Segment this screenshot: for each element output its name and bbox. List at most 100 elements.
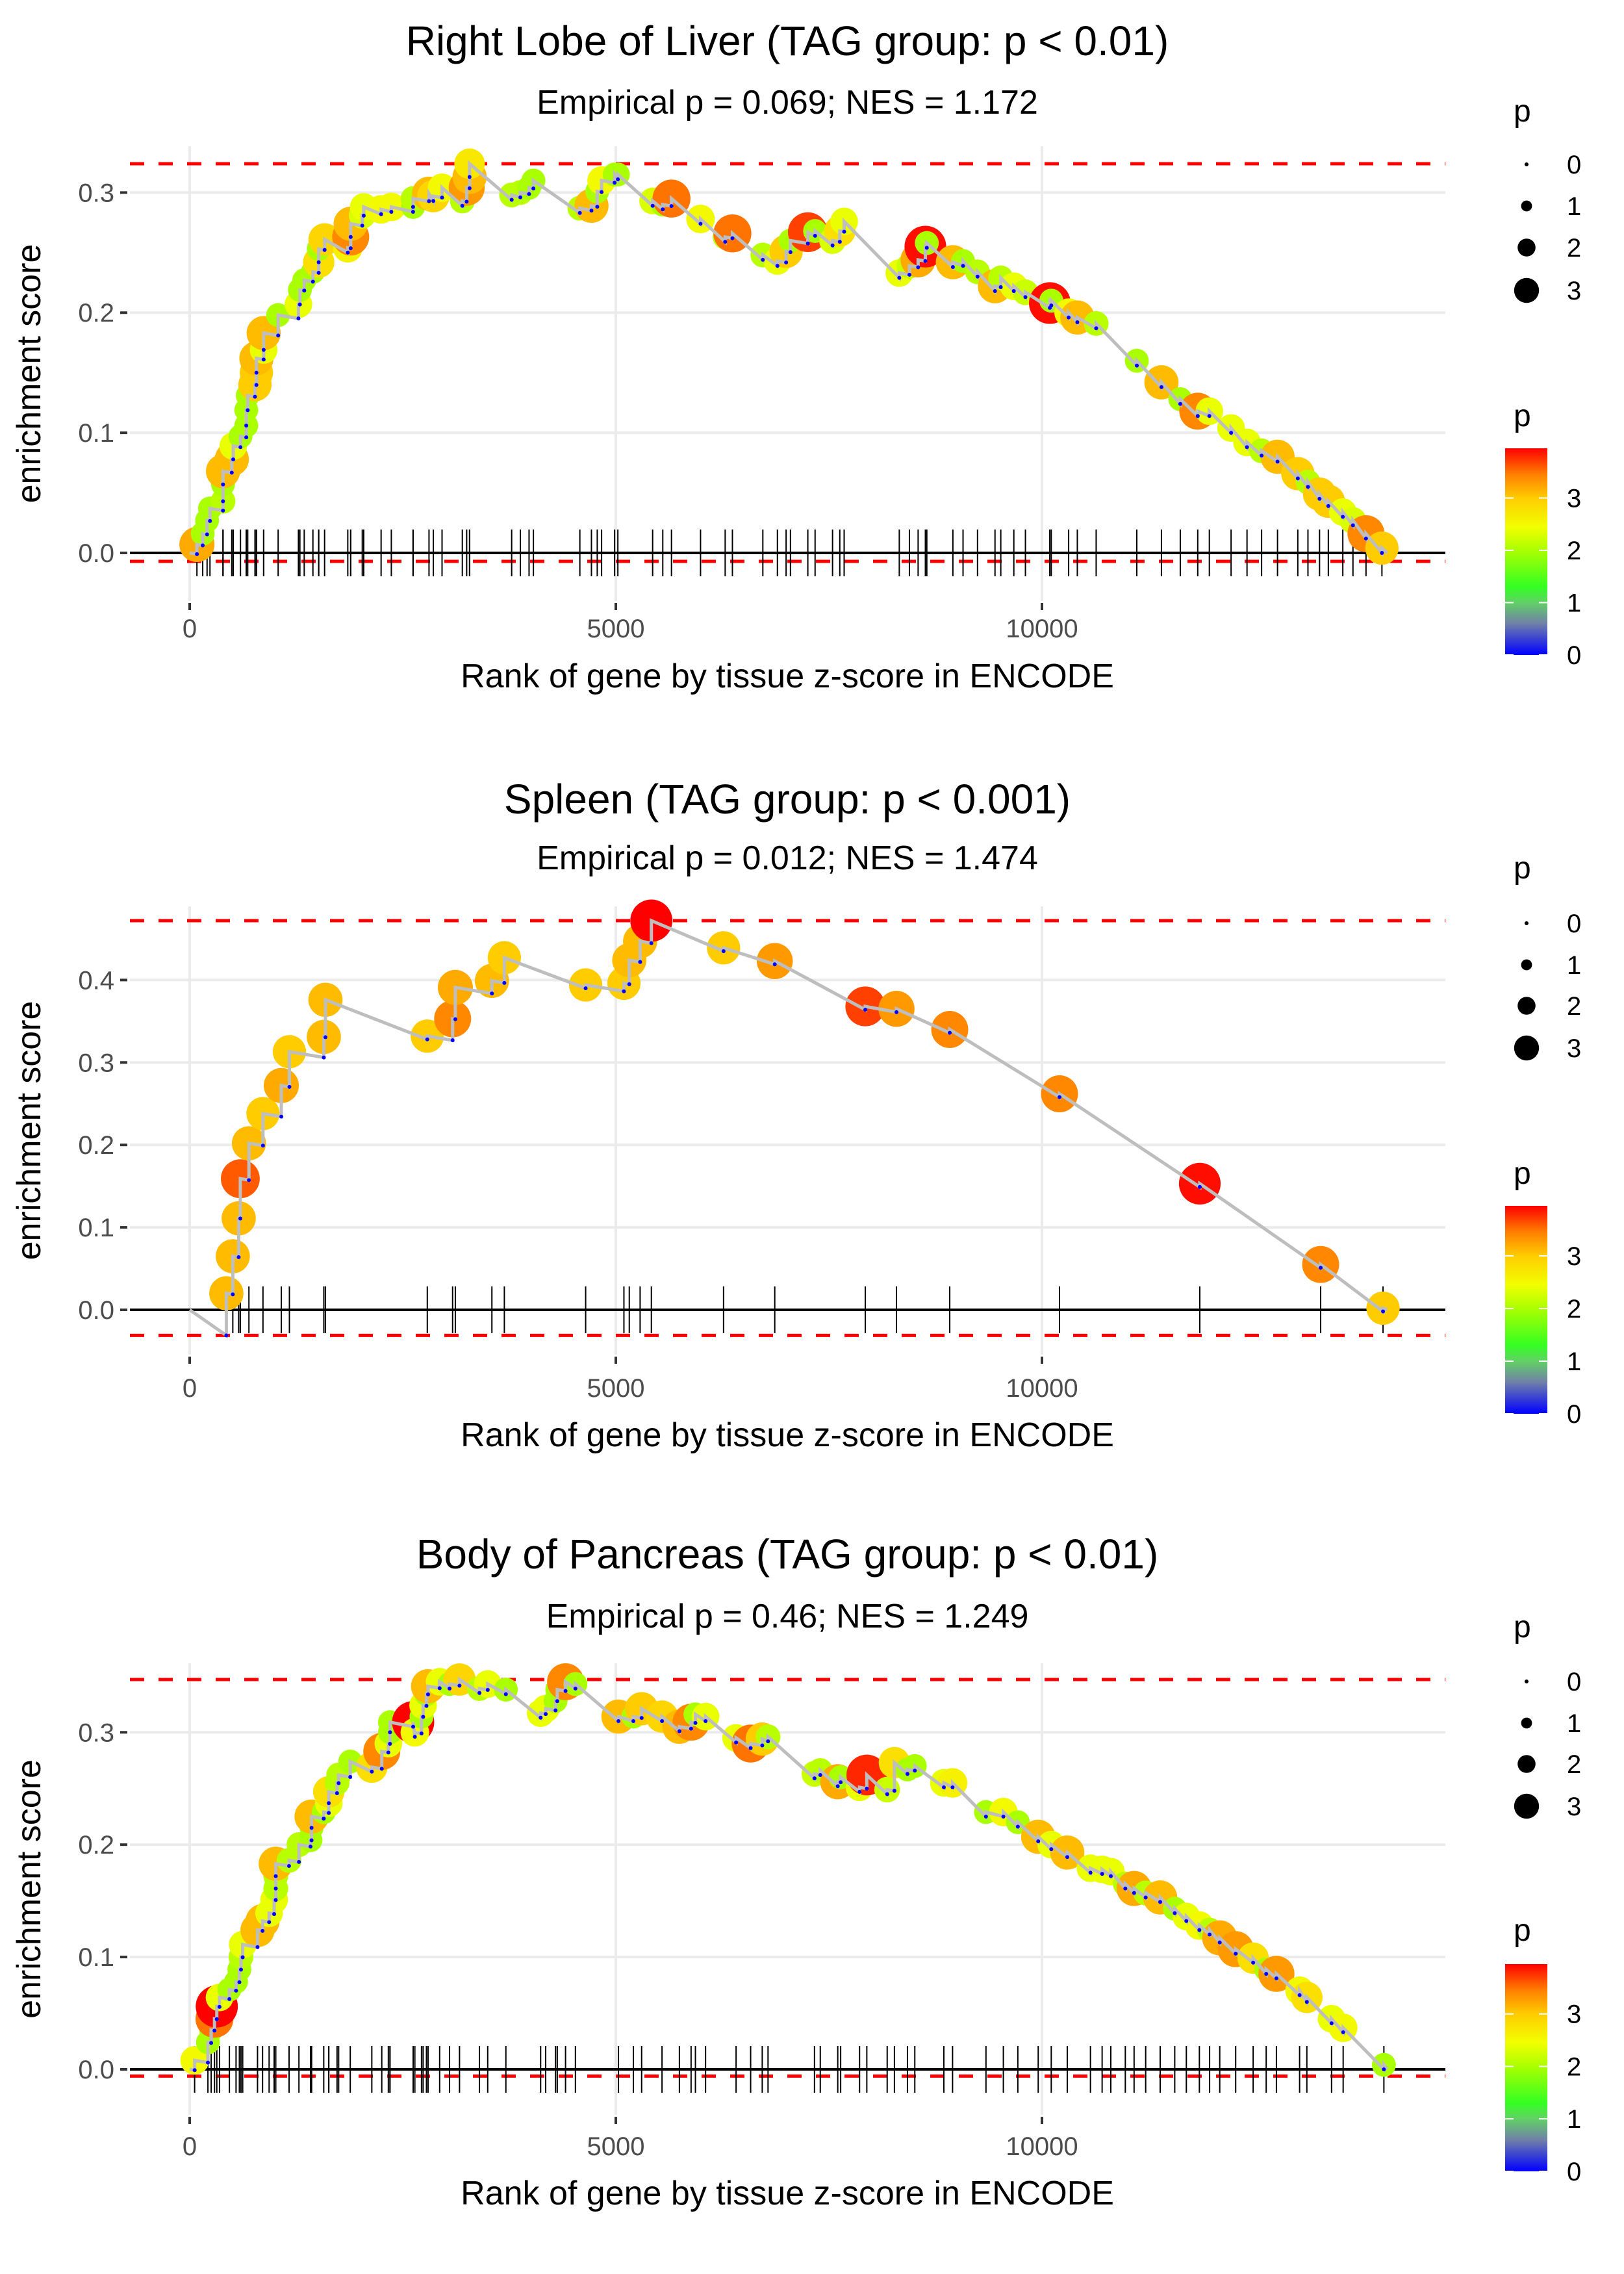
colorbar-label: 0 bbox=[1567, 1400, 1581, 1429]
low-point bbox=[467, 175, 472, 179]
low-point bbox=[983, 1814, 988, 1819]
low-point bbox=[431, 199, 436, 203]
size-legend-label: 2 bbox=[1567, 234, 1581, 262]
low-point bbox=[229, 470, 234, 475]
low-point bbox=[595, 205, 600, 209]
low-point bbox=[361, 213, 366, 218]
x-tick-label: 0 bbox=[183, 615, 197, 643]
low-point bbox=[1207, 414, 1212, 418]
low-point bbox=[336, 1781, 341, 1785]
low-point bbox=[907, 272, 911, 277]
low-point bbox=[234, 1988, 238, 1993]
y-tick-label: 0.3 bbox=[78, 1049, 114, 1077]
chart-subtitle: Empirical p = 0.012; NES = 1.474 bbox=[537, 839, 1038, 877]
low-point bbox=[1178, 402, 1182, 406]
low-point bbox=[485, 1687, 490, 1692]
low-point bbox=[453, 1017, 457, 1021]
low-point bbox=[231, 1292, 235, 1297]
low-point bbox=[244, 435, 249, 440]
low-point bbox=[273, 1898, 278, 1902]
colorbar bbox=[1505, 1964, 1547, 2171]
low-point bbox=[961, 264, 965, 268]
low-point bbox=[1049, 1847, 1054, 1852]
low-point bbox=[296, 316, 301, 321]
low-point bbox=[649, 941, 653, 945]
low-point bbox=[1058, 1095, 1062, 1099]
size-legend-title: p bbox=[1514, 851, 1531, 886]
low-point bbox=[379, 212, 383, 216]
x-axis-title: Rank of gene by tissue z-score in ENCODE bbox=[461, 658, 1114, 695]
low-point bbox=[948, 1030, 952, 1035]
low-point bbox=[1217, 1940, 1222, 1945]
low-point bbox=[309, 1838, 314, 1843]
low-point bbox=[863, 1008, 868, 1012]
low-point bbox=[224, 1333, 229, 1338]
low-point bbox=[639, 1716, 644, 1720]
size-legend-dot bbox=[1517, 238, 1536, 257]
low-point bbox=[260, 1928, 265, 1933]
low-point bbox=[842, 229, 846, 234]
y-tick-label: 0.3 bbox=[78, 1718, 114, 1747]
low-point bbox=[600, 190, 604, 194]
panel-2: Spleen (TAG group: p < 0.001) Empirical p… bbox=[10, 776, 1581, 1454]
low-point bbox=[1197, 1184, 1202, 1189]
low-point bbox=[214, 2017, 219, 2021]
size-legend-label: 2 bbox=[1567, 1750, 1581, 1779]
low-point bbox=[885, 1792, 889, 1796]
colorbar-label: 1 bbox=[1567, 2105, 1581, 2134]
x-tick-label: 0 bbox=[183, 1374, 197, 1403]
low-point bbox=[450, 1038, 455, 1043]
y-tick-label: 0.1 bbox=[78, 1943, 114, 1972]
low-point bbox=[267, 1920, 272, 1924]
low-point bbox=[573, 1686, 577, 1691]
low-point bbox=[975, 274, 980, 279]
low-point bbox=[238, 445, 243, 450]
low-point bbox=[616, 1718, 621, 1723]
low-point bbox=[518, 195, 523, 199]
low-point bbox=[227, 1997, 232, 2001]
low-point bbox=[238, 1216, 242, 1221]
panel-3: Body of Pancreas (TAG group: p < 0.01) Em… bbox=[10, 1531, 1581, 2212]
low-point bbox=[839, 1780, 843, 1785]
low-point bbox=[760, 1743, 765, 1748]
low-point bbox=[490, 991, 494, 996]
low-point bbox=[761, 257, 765, 262]
low-point bbox=[905, 1772, 909, 1776]
chart-subtitle: Empirical p = 0.46; NES = 1.249 bbox=[546, 1598, 1029, 1635]
low-point bbox=[837, 240, 842, 244]
low-point bbox=[502, 980, 507, 985]
low-point bbox=[192, 2068, 197, 2073]
size-legend-dot bbox=[1521, 1717, 1532, 1729]
low-point bbox=[464, 199, 469, 204]
size-legend-label: 1 bbox=[1567, 192, 1581, 221]
low-point bbox=[217, 2004, 222, 2009]
size-legend-title: p bbox=[1514, 94, 1531, 129]
size-legend-dot bbox=[1517, 997, 1536, 1015]
low-point bbox=[813, 233, 817, 238]
low-point bbox=[240, 1955, 245, 1960]
low-point bbox=[1341, 515, 1345, 519]
low-point bbox=[1380, 551, 1384, 555]
low-point bbox=[477, 1691, 482, 1695]
low-point bbox=[244, 424, 249, 428]
low-point bbox=[660, 1718, 665, 1723]
size-legend-label: 0 bbox=[1567, 151, 1581, 179]
colorbar-label: 2 bbox=[1567, 537, 1581, 565]
y-axis-title: enrichment score bbox=[10, 244, 48, 504]
low-point bbox=[1088, 1871, 1093, 1875]
low-point bbox=[1049, 303, 1054, 308]
low-point bbox=[388, 1741, 392, 1746]
low-point bbox=[386, 1750, 390, 1755]
colorbar-label: 0 bbox=[1567, 2158, 1581, 2186]
colorbar-label: 3 bbox=[1567, 2000, 1581, 2029]
colorbar-label: 1 bbox=[1567, 589, 1581, 617]
low-point bbox=[221, 499, 225, 504]
low-point bbox=[830, 243, 835, 248]
low-point bbox=[1184, 1919, 1189, 1923]
low-point bbox=[1341, 2030, 1345, 2034]
low-point bbox=[1132, 1891, 1136, 1895]
low-point bbox=[1275, 459, 1280, 464]
x-tick-label: 10000 bbox=[1006, 1374, 1078, 1403]
low-point bbox=[1264, 1972, 1269, 1976]
